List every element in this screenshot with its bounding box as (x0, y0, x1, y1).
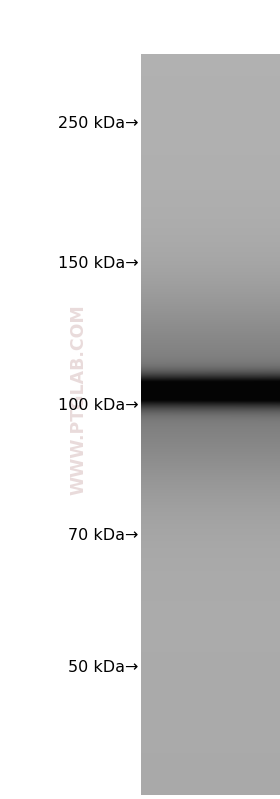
Text: 100 kDa→: 100 kDa→ (58, 399, 139, 413)
Text: 150 kDa→: 150 kDa→ (58, 256, 139, 271)
Text: 250 kDa→: 250 kDa→ (58, 117, 139, 131)
Text: 70 kDa→: 70 kDa→ (68, 528, 139, 543)
Text: WWW.PTGLAB.COM: WWW.PTGLAB.COM (69, 304, 87, 495)
Text: 50 kDa→: 50 kDa→ (68, 660, 139, 674)
